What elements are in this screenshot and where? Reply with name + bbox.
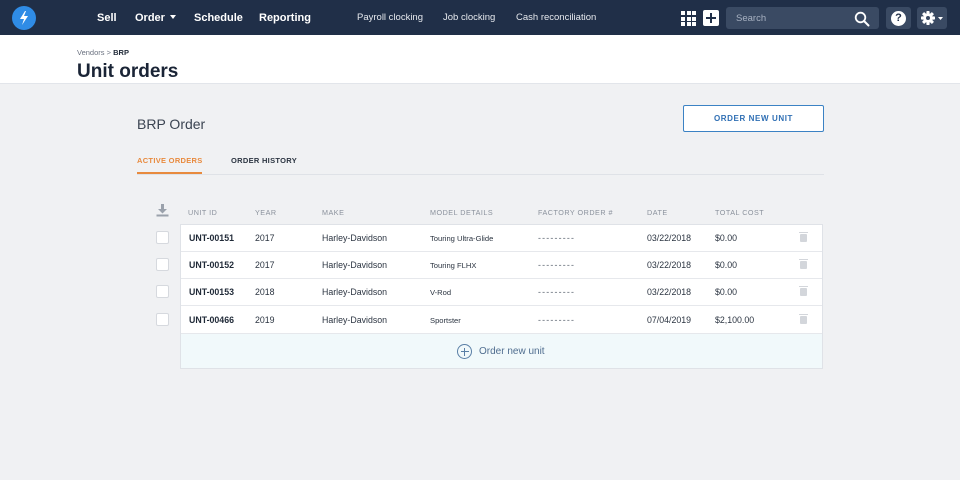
page-header: Vendors > BRP Unit orders	[0, 35, 960, 84]
breadcrumb-current: BRP	[113, 48, 129, 57]
cell-year: 2017	[255, 233, 275, 243]
row-divider	[181, 333, 822, 334]
help-icon: ?	[891, 10, 906, 26]
search-box	[726, 7, 879, 29]
cell-year: 2019	[255, 315, 275, 325]
cell-total-cost: $0.00	[715, 233, 738, 243]
cell-total-cost: $2,100.00	[715, 315, 755, 325]
settings-button[interactable]	[917, 7, 947, 29]
cell-make: Harley-Davidson	[322, 315, 388, 325]
tab-order-history[interactable]: ORDER HISTORY	[231, 156, 297, 165]
cell-factory-order: ---------	[538, 233, 576, 243]
nav-sell[interactable]: Sell	[97, 12, 117, 24]
row-divider	[181, 305, 822, 306]
apps-grid-icon[interactable]	[681, 11, 696, 26]
breadcrumb-vendors[interactable]: Vendors	[77, 48, 105, 57]
row-divider	[181, 278, 822, 279]
nav-order[interactable]: Order	[135, 0, 176, 35]
cell-year: 2017	[255, 260, 275, 270]
cell-make: Harley-Davidson	[322, 233, 388, 243]
nav-reporting[interactable]: Reporting	[259, 12, 311, 24]
column-header-factory-order[interactable]: FACTORY ORDER #	[538, 208, 614, 217]
logo-icon[interactable]	[12, 6, 36, 30]
column-header-make[interactable]: MAKE	[322, 208, 345, 217]
nav-order-label: Order	[135, 12, 165, 24]
active-tab-indicator	[137, 172, 202, 174]
tabs-divider	[137, 174, 824, 175]
cell-year: 2018	[255, 287, 275, 297]
trash-icon[interactable]	[799, 286, 808, 296]
download-icon[interactable]	[156, 204, 169, 217]
column-header-unit-id[interactable]: UNIT ID	[188, 208, 218, 217]
order-new-unit-row[interactable]	[181, 334, 822, 368]
nav-payroll-clocking[interactable]: Payroll clocking	[357, 12, 423, 23]
cell-factory-order: ---------	[538, 287, 576, 297]
search-icon[interactable]	[854, 11, 870, 27]
column-header-date[interactable]: DATE	[647, 208, 668, 217]
cell-unit-id[interactable]: UNT-00151	[189, 233, 234, 243]
order-new-unit-link[interactable]: Order new unit	[479, 346, 545, 357]
trash-icon[interactable]	[799, 314, 808, 324]
cell-date: 07/04/2019	[647, 315, 692, 325]
page-title: Unit orders	[77, 61, 179, 82]
cell-factory-order: ---------	[538, 315, 576, 325]
cell-model: Touring FLHX	[430, 261, 477, 270]
cell-factory-order: ---------	[538, 260, 576, 270]
breadcrumb: Vendors > BRP	[77, 48, 129, 57]
row-checkbox[interactable]	[156, 258, 169, 271]
order-new-unit-button[interactable]: ORDER NEW UNIT	[683, 105, 824, 132]
cell-date: 03/22/2018	[647, 233, 692, 243]
row-checkbox[interactable]	[156, 285, 169, 298]
chevron-down-icon	[169, 15, 176, 19]
cell-unit-id[interactable]: UNT-00153	[189, 287, 234, 297]
search-input[interactable]	[726, 7, 851, 29]
cell-model: Touring Ultra-Glide	[430, 234, 494, 243]
row-checkbox[interactable]	[156, 313, 169, 326]
nav-schedule[interactable]: Schedule	[194, 12, 243, 24]
cell-make: Harley-Davidson	[322, 287, 388, 297]
cell-unit-id[interactable]: UNT-00152	[189, 260, 234, 270]
gear-icon	[921, 11, 943, 25]
nav-cash-reconciliation[interactable]: Cash reconciliation	[516, 12, 597, 23]
add-icon[interactable]	[703, 10, 719, 26]
row-checkbox[interactable]	[156, 231, 169, 244]
cell-unit-id[interactable]: UNT-00466	[189, 315, 234, 325]
column-header-year[interactable]: YEAR	[255, 208, 277, 217]
column-header-model-details[interactable]: MODEL DETAILS	[430, 208, 494, 217]
breadcrumb-separator: >	[106, 48, 112, 57]
cell-total-cost: $0.00	[715, 287, 738, 297]
cell-make: Harley-Davidson	[322, 260, 388, 270]
cell-model: Sportster	[430, 316, 461, 325]
trash-icon[interactable]	[799, 259, 808, 269]
cell-total-cost: $0.00	[715, 260, 738, 270]
top-nav: Sell Order Schedule Reporting Payroll cl…	[0, 0, 960, 35]
nav-job-clocking[interactable]: Job clocking	[443, 12, 496, 23]
help-button[interactable]: ?	[886, 7, 911, 29]
plus-circle-icon[interactable]	[457, 344, 472, 359]
column-header-total-cost[interactable]: TOTAL COST	[715, 208, 765, 217]
trash-icon[interactable]	[799, 232, 808, 242]
cell-date: 03/22/2018	[647, 260, 692, 270]
tab-active-orders[interactable]: ACTIVE ORDERS	[137, 156, 203, 165]
cell-model: V-Rod	[430, 288, 452, 297]
row-divider	[181, 251, 822, 252]
cell-date: 03/22/2018	[647, 287, 692, 297]
section-title: BRP Order	[137, 116, 206, 132]
